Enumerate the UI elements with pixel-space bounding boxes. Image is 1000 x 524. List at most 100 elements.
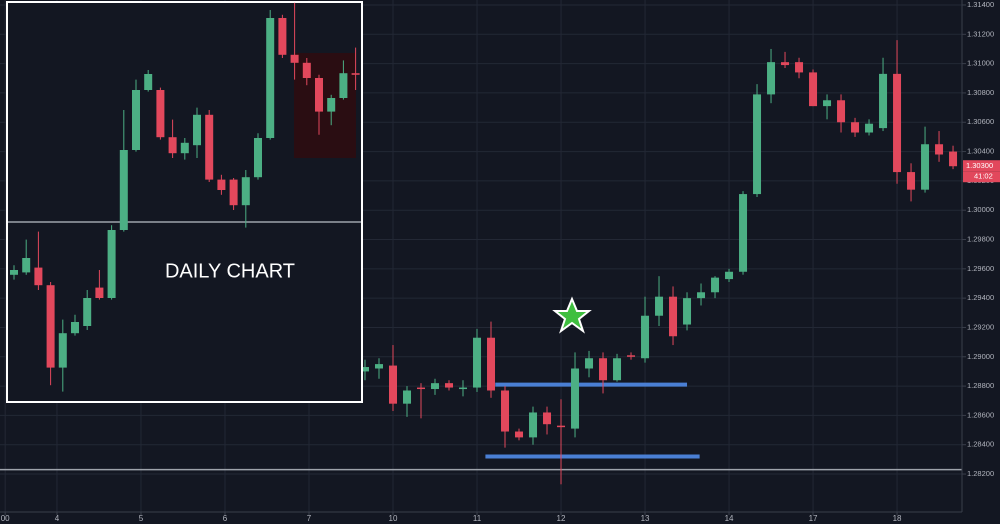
y-tick-label: 1.28200 (967, 469, 994, 478)
x-tick-label: 18 (893, 514, 902, 523)
candle-body (95, 287, 104, 298)
candle-body (781, 62, 790, 66)
candle-body (613, 358, 622, 381)
candle-body (302, 62, 311, 78)
y-tick-label: 1.30400 (967, 147, 994, 156)
candle-body (669, 296, 678, 337)
candle-body (403, 390, 412, 404)
candle-body (487, 337, 496, 391)
candle-body (641, 315, 650, 359)
star-marker (552, 296, 592, 334)
candle-body (193, 114, 201, 146)
candle-body (315, 78, 323, 112)
candle-body (417, 387, 426, 390)
candle-body (935, 144, 944, 155)
candle-body (278, 18, 287, 55)
candle-body (823, 100, 832, 107)
candle-body (697, 292, 706, 299)
y-tick-label: 1.28400 (967, 440, 994, 449)
candle-body (599, 358, 608, 381)
y-tick-label: 1.28600 (967, 410, 994, 419)
candle-body (266, 18, 275, 138)
candle-body (339, 73, 348, 98)
candle-body (34, 267, 43, 286)
candle-body (725, 271, 734, 280)
candle-body (10, 270, 18, 275)
y-tick-label: 1.29800 (967, 234, 994, 243)
x-tick-label: 17 (809, 514, 818, 523)
candle-body (119, 150, 128, 230)
candle-body (809, 72, 818, 107)
x-tick-label: 7 (307, 514, 312, 523)
candle-body (865, 123, 874, 133)
candle-body (515, 431, 524, 438)
candle-body (795, 62, 804, 73)
candle-body (529, 412, 538, 438)
candle-body (46, 285, 55, 368)
candle-body (241, 177, 250, 206)
candle-body (655, 296, 664, 316)
y-tick-label: 1.30600 (967, 117, 994, 126)
candle-body (571, 368, 580, 429)
x-tick-label: 4 (55, 514, 60, 523)
candle-body (893, 73, 902, 173)
candle-body (949, 151, 958, 167)
candle-body (557, 425, 566, 428)
candle-body (459, 387, 468, 390)
candle-body (767, 62, 776, 95)
candle-body (351, 73, 360, 75)
candle-body (851, 122, 860, 133)
candle-body (254, 138, 262, 178)
x-tick-label: 12 (557, 514, 566, 523)
y-tick-label: 1.31400 (967, 0, 994, 9)
inset-chart: DAILY CHART (6, 1, 363, 403)
candle-body (473, 337, 482, 388)
x-tick-label: 00 (1, 514, 10, 523)
candle-body (431, 383, 440, 390)
candle-body (683, 298, 692, 325)
candle-body (217, 179, 226, 190)
candle-body (22, 258, 31, 273)
x-tick-label: 5 (139, 514, 144, 523)
y-tick-label: 1.29000 (967, 352, 994, 361)
candle-body (205, 114, 214, 180)
candle-body (327, 98, 336, 112)
price-tag-label: 1.30300 (966, 161, 993, 170)
candle-body (753, 94, 762, 195)
candle-body (837, 100, 846, 123)
candle-body (168, 137, 177, 154)
candle-body (445, 383, 454, 388)
y-tick-label: 1.31200 (967, 29, 994, 38)
candle-body (290, 54, 299, 63)
candle-body (879, 73, 888, 129)
candle-body (389, 365, 398, 404)
candle-body (501, 390, 510, 432)
candle-body (180, 142, 189, 154)
x-tick-label: 13 (641, 514, 650, 523)
candle-body (921, 144, 930, 190)
y-tick-label: 1.31000 (967, 59, 994, 68)
y-tick-label: 1.29600 (967, 264, 994, 273)
x-tick-label: 6 (223, 514, 228, 523)
candle-body (711, 277, 720, 293)
x-tick-label: 10 (389, 514, 398, 523)
candle-body (907, 172, 916, 190)
inset-title: DAILY CHART (165, 260, 295, 282)
countdown-label: 41:02 (974, 172, 993, 181)
candle-body (144, 74, 153, 90)
candle-body (375, 364, 384, 369)
candle-body (739, 194, 748, 272)
y-tick-label: 1.30800 (967, 88, 994, 97)
y-tick-label: 1.29200 (967, 322, 994, 331)
x-tick-label: 11 (473, 514, 482, 523)
price-tag (963, 160, 1000, 172)
candle-body (107, 230, 116, 298)
candle-body (156, 90, 165, 138)
candle-body (543, 412, 552, 425)
y-tick-label: 1.30000 (967, 205, 994, 214)
y-tick-label: 1.29400 (967, 293, 994, 302)
candle-body (361, 367, 370, 372)
candle-body (627, 355, 636, 357)
